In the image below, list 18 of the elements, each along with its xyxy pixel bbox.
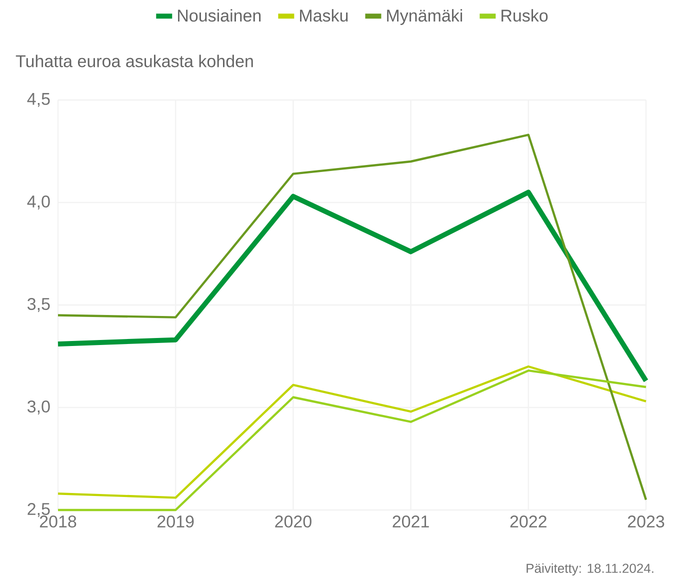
x-tick-label: 2023 bbox=[628, 516, 664, 528]
text: Päivitetty: 18.11.2024. bbox=[526, 563, 654, 576]
y-tick-label: 3,0 bbox=[27, 400, 50, 415]
y-tick-label: 4,5 bbox=[27, 93, 50, 107]
x-tick-label: 2022 bbox=[510, 516, 546, 528]
x-tick-label: 2021 bbox=[392, 516, 429, 528]
legend-label: Masku bbox=[300, 9, 348, 22]
y-axis-title: Tuhatta euroa asukasta kohden bbox=[16, 54, 253, 68]
y-tick-label: 4,0 bbox=[27, 195, 50, 210]
line-series bbox=[56, 134, 648, 501]
x-tick-label: 2018 bbox=[40, 516, 76, 528]
legend-label: Mynämäki bbox=[387, 9, 462, 26]
legend-label: Nousiainen bbox=[178, 9, 261, 22]
x-tick-label: 2019 bbox=[158, 516, 194, 528]
x-tick-label: 2020 bbox=[275, 516, 312, 528]
y-tick-label: 3,5 bbox=[27, 298, 50, 312]
legend-label: Rusko bbox=[502, 9, 548, 22]
y-tick-label: 2,5 bbox=[28, 502, 50, 518]
